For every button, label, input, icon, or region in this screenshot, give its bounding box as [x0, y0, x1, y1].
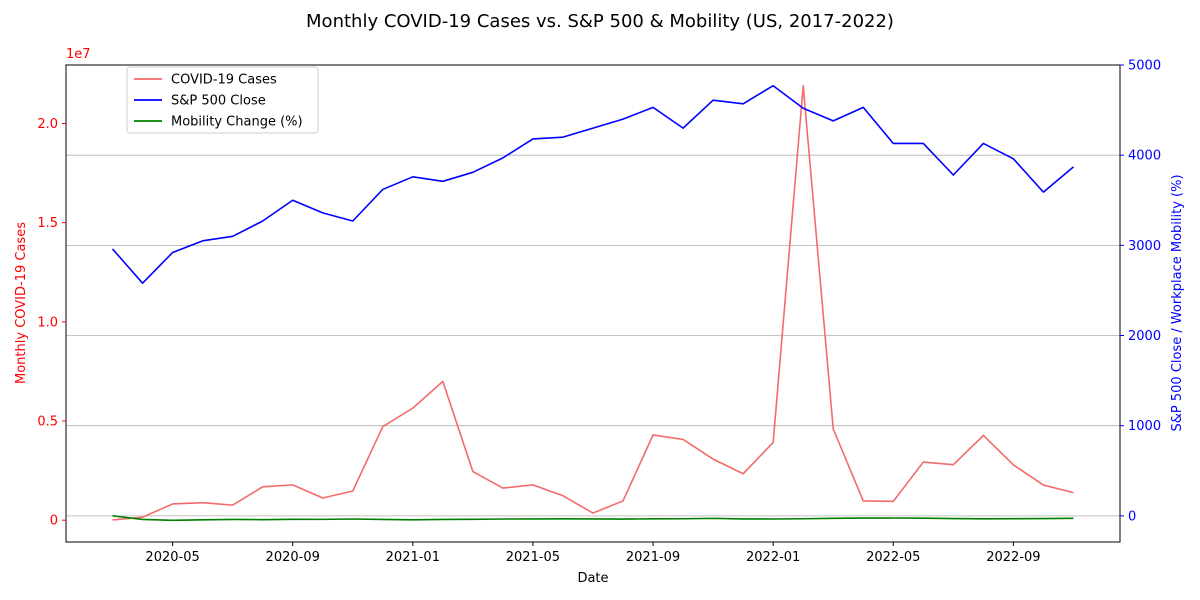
legend-label: S&P 500 Close	[171, 94, 266, 109]
series-line-0	[112, 85, 1074, 521]
series-layer	[111, 84, 1074, 522]
x-axis-label: Date	[577, 571, 608, 586]
y-right-tick-label: 0	[1128, 509, 1136, 524]
legend-label: COVID-19 Cases	[171, 73, 277, 88]
legend-label: Mobility Change (%)	[171, 115, 303, 130]
grid	[66, 154, 1120, 517]
y-axis-right-label: S&P 500 Close / Workplace Mobility (%)	[1170, 174, 1185, 431]
axis-multiplier: 1e7	[66, 47, 91, 62]
y-axis-left: 0 0.5 1.0 1.5 2.0	[37, 117, 66, 529]
x-tick-label: 2020-05	[145, 550, 199, 565]
y-right-tick-label: 2000	[1128, 329, 1161, 344]
y-axis-right: 0 1000 2000 3000 4000 5000	[1120, 59, 1161, 524]
y-left-tick-label: 0.5	[37, 415, 58, 430]
y-left-tick-label: 1.0	[37, 315, 58, 330]
y-axis-left-label: Monthly COVID-19 Cases	[14, 222, 29, 384]
x-tick-label: 2021-05	[506, 550, 560, 565]
y-left-tick-label: 0	[50, 514, 58, 529]
y-right-tick-label: 3000	[1128, 239, 1161, 254]
legend-box	[126, 66, 319, 134]
series-line-2	[112, 515, 1074, 522]
y-left-tick-label: 1.5	[37, 216, 58, 231]
y-right-tick-label: 4000	[1128, 149, 1161, 164]
y-left-tick-label: 2.0	[37, 117, 58, 132]
y-right-tick-label: 5000	[1128, 59, 1161, 74]
series-line-1	[111, 84, 1074, 285]
x-tick-label: 2022-01	[746, 550, 800, 565]
x-tick-label: 2021-01	[386, 550, 440, 565]
y-right-tick-label: 1000	[1128, 419, 1161, 434]
plot-frame	[65, 64, 1121, 543]
legend: COVID-19 Cases S&P 500 Close Mobility Chan…	[126, 66, 319, 134]
chart-title: Monthly COVID-19 Cases vs. S&P 500 & Mob…	[306, 11, 894, 32]
x-axis: 2020-05 2020-09 2021-01 2021-05 2021-09 2022-…	[145, 542, 1041, 565]
x-tick-label: 2021-09	[626, 550, 680, 565]
x-tick-label: 2022-09	[986, 550, 1040, 565]
x-tick-label: 2020-09	[266, 550, 320, 565]
x-tick-label: 2022-05	[866, 550, 920, 565]
